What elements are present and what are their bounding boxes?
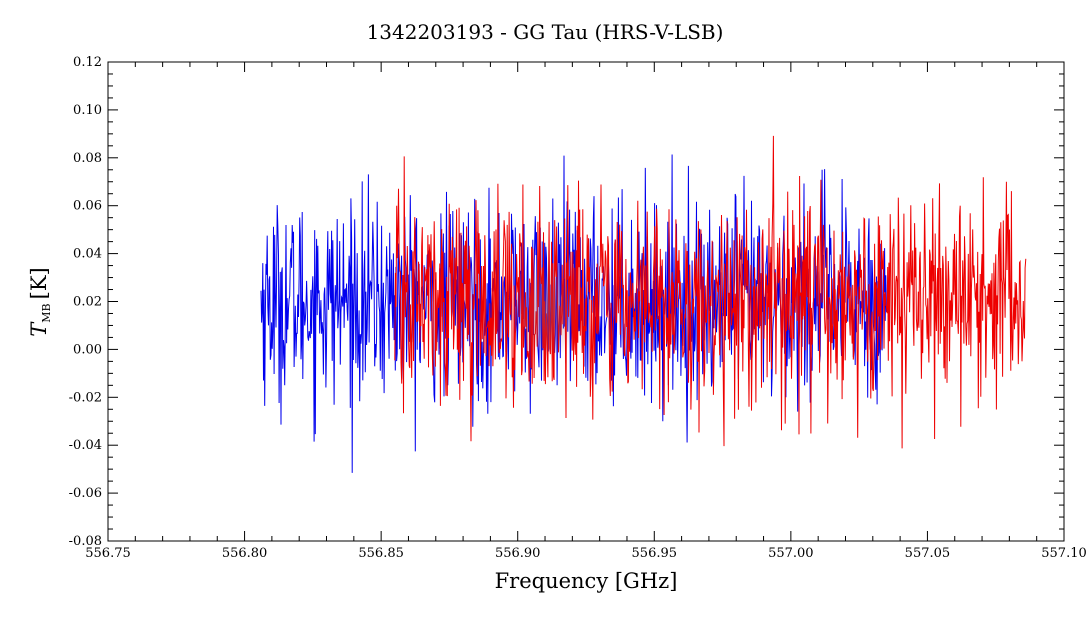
- x-tick-label: 556.90: [495, 546, 541, 561]
- series-layer: [260, 135, 1027, 473]
- y-axis-label-unit: [K]: [27, 267, 51, 299]
- x-tick-label: 557.10: [1041, 546, 1087, 561]
- y-tick-label: 0.02: [73, 295, 102, 310]
- x-tick-label: 556.75: [85, 546, 131, 561]
- y-axis-label-main: T: [27, 321, 51, 337]
- y-axis-label: TMB [K]: [27, 267, 53, 336]
- ticks-layer: 556.75 556.80 556.85 556.90 556.95 557.00 557.…: [69, 55, 1087, 561]
- x-axis-label: Frequency [GHz]: [495, 569, 678, 593]
- x-tick-label: 556.95: [632, 546, 678, 561]
- x-tick-label: 557.05: [905, 546, 951, 561]
- y-tick-label: 0.10: [73, 103, 102, 118]
- series-red-line: [394, 135, 1027, 449]
- x-tick-label: 556.85: [358, 546, 404, 561]
- x-tick-label: 557.00: [768, 546, 814, 561]
- svg-text:TMB[K]: TMB [K]: [27, 267, 53, 336]
- y-tick-label: -0.04: [69, 438, 102, 453]
- y-tick-label: 0.08: [73, 151, 102, 166]
- highlight-marker: [513, 263, 582, 360]
- y-tick-label: 0.12: [73, 55, 102, 70]
- y-tick-label: -0.06: [69, 486, 102, 501]
- y-tick-label: -0.02: [69, 390, 102, 405]
- y-tick-label: 0.00: [73, 342, 102, 357]
- y-tick-label: -0.08: [69, 534, 102, 549]
- y-tick-label: 0.06: [73, 199, 102, 214]
- x-tick-label: 556.80: [222, 546, 268, 561]
- chart-title: 1342203193 - GG Tau (HRS-V-LSB): [367, 20, 724, 44]
- y-tick-label: 0.04: [73, 247, 102, 262]
- y-axis-label-sub: MB: [40, 303, 53, 322]
